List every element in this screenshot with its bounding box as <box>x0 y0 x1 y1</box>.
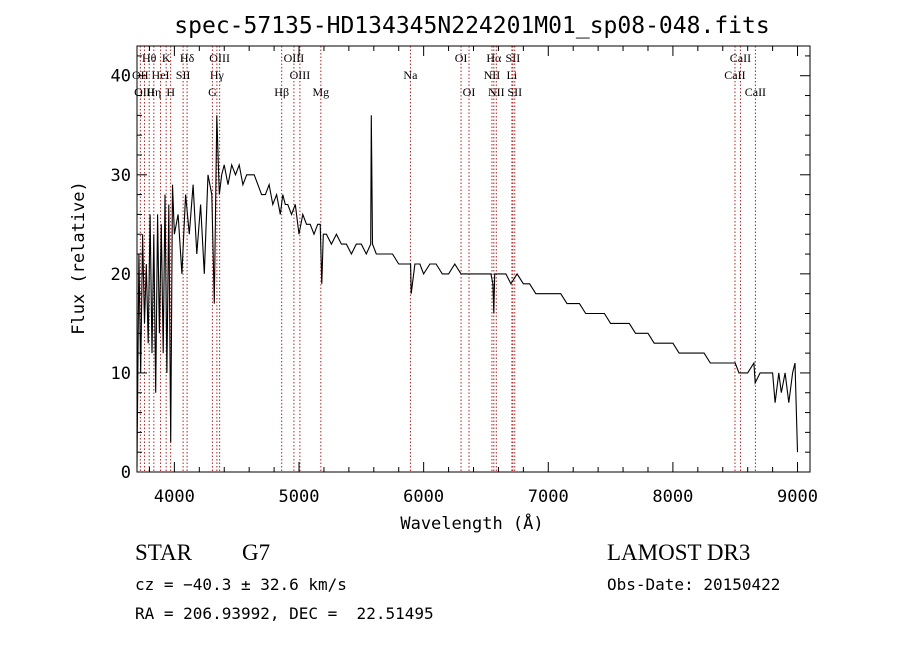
chart-title: spec-57135-HD134345N224201M01_sp08-048.f… <box>174 13 769 39</box>
y-tick-label: 0 <box>121 463 131 483</box>
line-label-23: NII <box>488 85 505 99</box>
line-label-12: OIII <box>284 51 305 65</box>
y-tick-label: 30 <box>111 166 131 186</box>
line-label-18: OI <box>463 85 476 99</box>
redshift-cz: cz = −40.3 ± 32.6 km/s <box>135 575 347 594</box>
plot-frame <box>136 45 811 473</box>
survey-name: LAMOST DR3 <box>607 540 750 565</box>
y-tick-label: 20 <box>111 265 131 285</box>
observation-date: Obs-Date: 20150422 <box>607 575 780 594</box>
x-tick-label: 8000 <box>652 487 693 507</box>
line-label-26: CaII <box>724 68 745 82</box>
x-axis: 4000 5000 6000 7000 8000 9000 <box>148 46 818 507</box>
x-axis-label: Wavelength (Å) <box>400 512 543 534</box>
line-label-17: OI <box>455 51 468 65</box>
line-label-5: SII <box>176 68 191 82</box>
x-tick-label: 4000 <box>154 487 195 507</box>
line-label-27: CaII <box>745 85 766 99</box>
y-axis: 0 10 20 30 40 <box>111 55 810 483</box>
line-label-20: SII <box>506 51 521 65</box>
line-label-13: OIII <box>290 68 311 82</box>
line-label-3: OII <box>132 68 149 82</box>
line-label-9: OIII <box>209 51 230 65</box>
x-tick-label: 5000 <box>279 487 320 507</box>
y-axis-label: Flux (relative) <box>69 181 89 335</box>
line-label-1: K <box>162 51 171 65</box>
y-tick-label: 10 <box>111 364 131 384</box>
line-label-10: Hγ <box>210 68 225 82</box>
spectrum-series-line <box>136 115 799 468</box>
y-tick-label: 40 <box>111 67 131 87</box>
line-label-25: CaII <box>730 51 751 65</box>
line-label-8: H <box>166 85 175 99</box>
line-label-22: Li <box>507 68 518 82</box>
line-label-2: Hδ <box>180 51 195 65</box>
line-label-4: HeI <box>152 68 170 82</box>
line-label-24: SII <box>507 85 522 99</box>
line-label-21: NII <box>484 68 501 82</box>
x-tick-label: 9000 <box>777 487 818 507</box>
line-label-16: Na <box>403 68 418 82</box>
object-subclass: G7 <box>242 540 270 565</box>
x-tick-label: 7000 <box>528 487 569 507</box>
line-label-0: Hθ <box>142 51 157 65</box>
object-class: STAR <box>135 540 193 565</box>
line-label-19: Hα <box>486 51 502 65</box>
line-label-14: Hβ <box>274 85 289 99</box>
x-tick-label: 6000 <box>403 487 444 507</box>
sky-coordinates: RA = 206.93992, DEC = 22.51495 <box>135 604 434 623</box>
line-label-7: Hη <box>146 85 161 99</box>
line-label-11: G <box>208 85 217 99</box>
line-label-15: Mg <box>312 85 329 99</box>
